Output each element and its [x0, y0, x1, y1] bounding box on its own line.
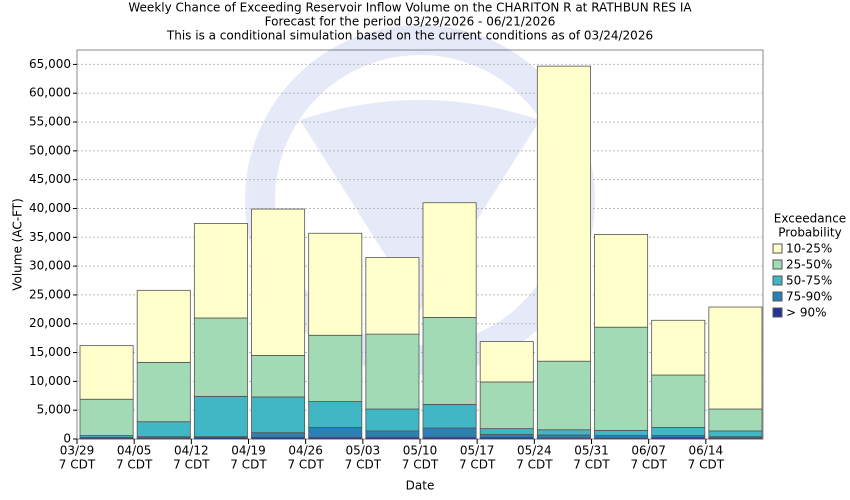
bar-segment: [136, 289, 191, 363]
y-tick-label: 50,000: [29, 143, 71, 157]
bar-segment: [536, 434, 591, 439]
x-tick-label: 04/26: [288, 444, 323, 458]
bar-segment: [536, 360, 591, 431]
x-tick-label: 7 CDT: [345, 458, 382, 472]
x-tick-label: 7 CDT: [173, 458, 210, 472]
y-tick-label: 5,000: [37, 403, 71, 417]
bar-segment: [422, 427, 477, 438]
x-tick-label: 05/03: [346, 444, 381, 458]
x-tick-label: 05/31: [574, 444, 609, 458]
bar-segment: [308, 334, 363, 402]
bar-segment: [651, 319, 706, 376]
y-tick-label: 55,000: [29, 115, 71, 129]
y-tick-label: 10,000: [29, 374, 71, 388]
y-tick-label: 25,000: [29, 287, 71, 301]
bar-segment: [79, 345, 134, 400]
bar-segment: [479, 341, 534, 383]
bar-segment: [651, 374, 706, 428]
legend-swatch: [772, 307, 783, 318]
y-tick-label: 20,000: [29, 316, 71, 330]
bar-segment: [708, 430, 763, 438]
legend-swatch: [772, 291, 783, 302]
bar-segment: [193, 395, 248, 438]
legend-label: 25-50%: [786, 258, 832, 272]
bar-segment: [479, 381, 534, 430]
plot-area: [76, 49, 764, 440]
bar-segment: [594, 429, 649, 436]
y-tick-label: 35,000: [29, 230, 71, 244]
x-tick-label: 7 CDT: [59, 458, 96, 472]
legend-swatch: [772, 275, 783, 286]
x-tick-label: 06/14: [689, 444, 724, 458]
chart-title: Forecast for the period 03/29/2026 - 06/…: [265, 15, 556, 29]
y-tick-label: 30,000: [29, 259, 71, 273]
bar-segment: [479, 433, 534, 438]
bar-segment: [365, 408, 420, 432]
y-tick-label: 60,000: [29, 86, 71, 100]
bar-segment: [422, 317, 477, 405]
bar-segment: [536, 429, 591, 436]
y-tick-label: 65,000: [29, 57, 71, 71]
legend-title: Exceedance: [774, 212, 846, 226]
x-tick-label: 7 CDT: [516, 458, 553, 472]
bar-segment: [365, 257, 420, 335]
bar-segment: [479, 428, 534, 435]
y-axis-label: Volume (AC-FT): [11, 198, 25, 291]
chart-title: Weekly Chance of Exceeding Reservoir Inf…: [128, 1, 692, 15]
x-tick-label: 05/10: [403, 444, 438, 458]
bar-segment: [79, 398, 134, 436]
bar-segment: [422, 404, 477, 429]
x-tick-label: 7 CDT: [573, 458, 610, 472]
x-tick-label: 04/05: [117, 444, 152, 458]
bar-segment: [594, 326, 649, 431]
x-tick-label: 05/24: [517, 444, 552, 458]
legend-label: > 90%: [786, 306, 827, 320]
y-tick-label: 45,000: [29, 172, 71, 186]
bar-segment: [365, 430, 420, 438]
bar-segment: [193, 223, 248, 319]
x-tick-label: 03/29: [60, 444, 95, 458]
bar-segment: [308, 427, 363, 438]
bar-segment: [251, 208, 306, 356]
x-tick-label: 7 CDT: [230, 458, 267, 472]
bar-segment: [308, 401, 363, 428]
bar-segment: [136, 421, 191, 438]
x-tick-label: 7 CDT: [688, 458, 725, 472]
bar-segment: [251, 396, 306, 434]
legend-label: 50-75%: [786, 274, 832, 288]
x-tick-label: 7 CDT: [287, 458, 324, 472]
y-tick-label: 40,000: [29, 201, 71, 215]
x-tick-label: 04/19: [231, 444, 266, 458]
x-axis-label: Date: [406, 479, 435, 493]
bar-segment: [308, 232, 363, 336]
bar-segment: [594, 234, 649, 328]
y-tick-label: 15,000: [29, 345, 71, 359]
legend-swatch: [772, 259, 783, 270]
bar-segment: [136, 361, 191, 423]
x-tick-label: 06/07: [631, 444, 666, 458]
y-tick-label: 0: [63, 432, 71, 446]
x-tick-label: 05/17: [460, 444, 495, 458]
x-tick-label: 7 CDT: [459, 458, 496, 472]
chart-title: This is a conditional simulation based o…: [166, 29, 653, 43]
bar-segment: [251, 355, 306, 398]
bar-segment: [251, 432, 306, 438]
bar-segment: [708, 408, 763, 432]
legend-label: 75-90%: [786, 290, 832, 304]
bar-segment: [422, 202, 477, 318]
bar-segment: [708, 306, 763, 410]
bar-segment: [536, 65, 591, 362]
legend-title: Probability: [778, 226, 841, 240]
bar-segment: [651, 427, 706, 436]
bar-segment: [193, 317, 248, 397]
bar-segment: [365, 333, 420, 410]
x-tick-label: 04/12: [174, 444, 209, 458]
x-tick-label: 7 CDT: [402, 458, 439, 472]
legend-label: 10-25%: [786, 242, 832, 256]
x-tick-label: 7 CDT: [116, 458, 153, 472]
x-tick-label: 7 CDT: [630, 458, 667, 472]
legend-swatch: [772, 243, 783, 254]
